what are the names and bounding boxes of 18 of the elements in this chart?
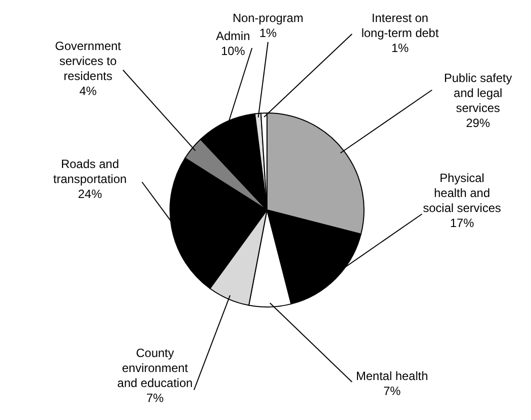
slice-label: Interest on long-term debt [361,11,440,40]
slice-label: County environment and education [117,346,193,390]
slice-label: Government services to residents [54,39,122,83]
slice-label: Admin [216,29,250,43]
data-label: 10% [220,44,246,58]
slice-label: Public safety and legal services [444,71,512,115]
slice-label: Physical health and social services [422,171,502,215]
data-label: 17% [450,216,474,230]
data-label: 7% [146,391,164,405]
data-label: 7% [383,384,401,398]
data-label: 24% [78,187,102,201]
data-label: 29% [466,116,490,130]
slice-label: Mental health [356,369,428,383]
slice-label: Non-program [232,11,304,25]
data-label: 1% [259,26,277,40]
data-label: 1% [391,41,409,55]
slice-label: Roads and transportation [53,157,127,186]
data-label: 4% [79,84,97,98]
